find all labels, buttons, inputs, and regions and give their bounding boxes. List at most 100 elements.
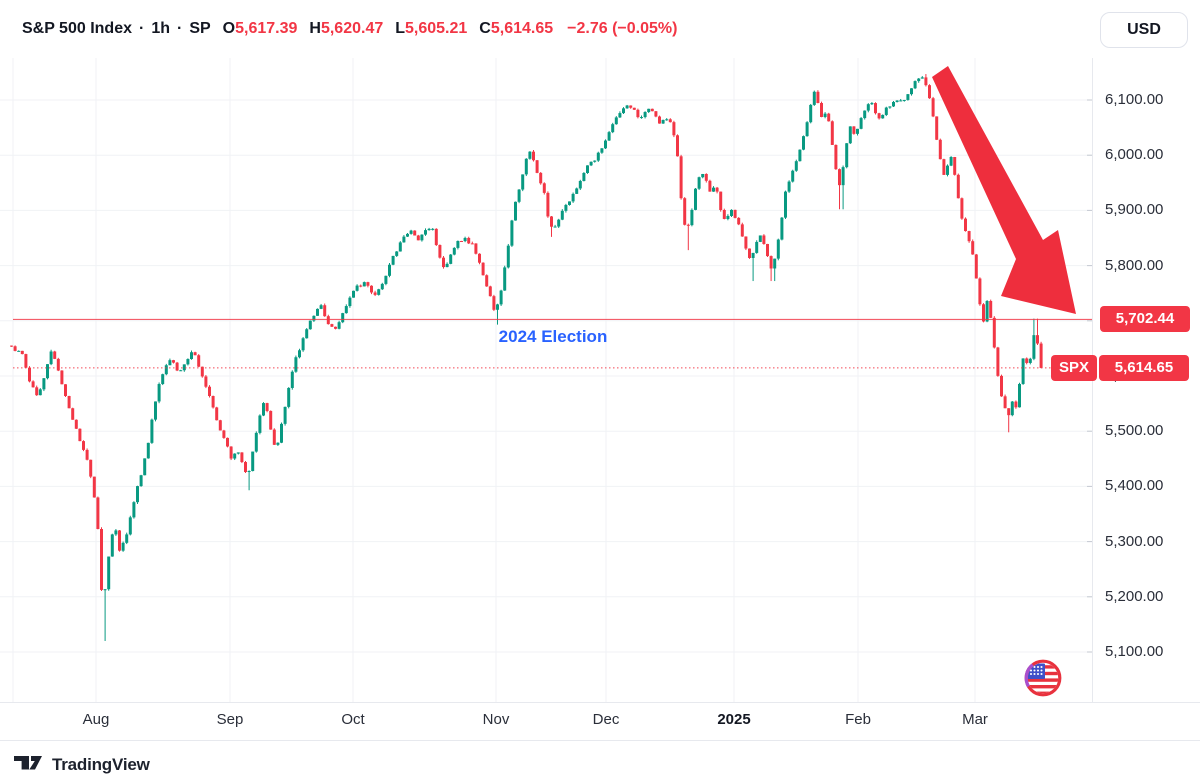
candle xyxy=(409,230,413,234)
candle xyxy=(143,458,147,476)
candle xyxy=(593,160,597,162)
candle xyxy=(226,437,229,447)
price-axis-label: 5,300.00 xyxy=(1105,532,1164,550)
candle xyxy=(89,459,93,477)
price-axis-label: 5,200.00 xyxy=(1105,587,1164,605)
candle xyxy=(431,228,435,230)
candle xyxy=(78,428,82,442)
candle xyxy=(92,476,96,498)
tradingview-logo[interactable]: TradingView xyxy=(14,755,150,775)
candle xyxy=(989,300,993,318)
candle xyxy=(604,140,607,149)
candle xyxy=(456,240,460,248)
candle xyxy=(730,209,733,216)
candle xyxy=(614,117,618,125)
candle xyxy=(377,289,381,295)
candle xyxy=(60,370,64,385)
election-annotation[interactable]: 2024 Election xyxy=(498,327,608,346)
candle xyxy=(128,517,132,535)
candle xyxy=(172,360,175,363)
currency-button[interactable]: USD xyxy=(1100,12,1188,48)
candle xyxy=(1032,335,1036,359)
tradingview-logo-icon xyxy=(14,756,42,770)
candle xyxy=(643,111,647,118)
candle xyxy=(564,204,568,211)
candle xyxy=(424,230,427,235)
candle xyxy=(402,236,406,243)
candle xyxy=(384,275,388,284)
down-arrow-annotation[interactable] xyxy=(932,66,1076,314)
candle xyxy=(910,88,913,95)
candle xyxy=(110,534,114,557)
candle xyxy=(596,152,600,161)
candle xyxy=(600,148,604,153)
candle xyxy=(744,236,748,249)
time-axis-label: Dec xyxy=(592,711,620,728)
candle xyxy=(701,173,705,178)
candle xyxy=(974,254,978,279)
candle xyxy=(398,242,402,252)
candle xyxy=(294,357,298,372)
candle xyxy=(985,300,989,322)
candle xyxy=(290,371,294,388)
candle xyxy=(690,209,694,226)
candle xyxy=(618,113,622,118)
candle xyxy=(103,589,107,591)
candle xyxy=(35,387,39,396)
candle xyxy=(607,132,611,141)
candle xyxy=(366,282,370,286)
candle xyxy=(852,126,856,134)
time-axis-label: Oct xyxy=(341,711,365,728)
candle xyxy=(960,198,964,219)
candle xyxy=(1010,401,1014,416)
candle xyxy=(953,157,957,175)
last-price-value: 5,614.65 xyxy=(1099,354,1189,381)
candle xyxy=(661,119,665,124)
ohlc-close: C5,614.65 xyxy=(479,20,554,37)
candle xyxy=(755,241,759,253)
candle xyxy=(46,364,49,379)
candle xyxy=(175,362,179,371)
candle xyxy=(625,105,629,109)
us-flag-icon[interactable] xyxy=(1023,658,1063,698)
candle xyxy=(780,217,784,240)
candle xyxy=(132,502,136,518)
candle xyxy=(182,364,186,371)
price-lines xyxy=(13,318,1092,369)
candle xyxy=(56,358,60,371)
candle xyxy=(262,403,265,416)
candle xyxy=(481,262,485,276)
candle xyxy=(460,240,463,242)
candle xyxy=(863,110,867,119)
candle xyxy=(362,282,366,287)
candle xyxy=(449,254,453,264)
candle xyxy=(416,235,420,241)
candle xyxy=(798,149,802,162)
candle xyxy=(640,117,643,119)
candle xyxy=(222,430,226,438)
candle xyxy=(1039,343,1043,368)
candle xyxy=(53,351,57,359)
candle xyxy=(568,201,571,205)
candle xyxy=(373,292,377,295)
candle xyxy=(13,346,17,351)
candle xyxy=(542,183,546,193)
candle xyxy=(539,172,543,184)
candle xyxy=(524,158,528,175)
candle xyxy=(769,256,773,269)
candle xyxy=(247,471,251,473)
chart-legend: S&P 500 Index · 1h · SP O5,617.39 H5,620… xyxy=(22,20,677,38)
candle xyxy=(355,285,359,291)
candle xyxy=(258,415,262,433)
symbol-title: S&P 500 Index xyxy=(22,20,132,37)
candle xyxy=(413,230,417,236)
candle xyxy=(49,351,53,365)
candle xyxy=(532,151,535,161)
price-axis-label: 5,100.00 xyxy=(1105,643,1164,660)
tradingview-wordmark: TradingView xyxy=(52,755,150,774)
candle xyxy=(204,376,208,387)
price-axis-label: 6,100.00 xyxy=(1105,91,1164,108)
candle xyxy=(805,122,809,137)
candle xyxy=(470,243,474,245)
